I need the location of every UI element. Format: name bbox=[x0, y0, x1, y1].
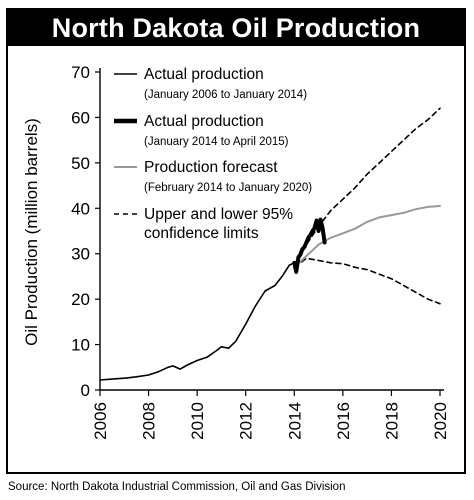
legend-label: Upper and lower 95% bbox=[144, 206, 293, 223]
x-tick-label: 2008 bbox=[140, 402, 159, 440]
y-tick-label: 60 bbox=[71, 108, 90, 127]
series-forecast bbox=[293, 205, 441, 269]
x-tick-label: 2006 bbox=[91, 402, 110, 440]
series-lower-limit bbox=[293, 257, 441, 305]
legend-sublabel: (January 2006 to January 2014) bbox=[144, 89, 307, 101]
axes: 0 10 20 30 40 50 60 70 2006 2008 2010 2012 2014 2016 2… bbox=[71, 63, 450, 440]
y-tick-label: 50 bbox=[71, 154, 90, 173]
source-note: Source: North Dakota Industrial Commissi… bbox=[8, 481, 346, 493]
x-tick-label: 2010 bbox=[188, 402, 207, 440]
y-tick-label: 20 bbox=[71, 290, 90, 309]
x-tick-label: 2014 bbox=[285, 402, 304, 440]
chart-title: North Dakota Oil Production bbox=[8, 10, 464, 46]
legend-sublabel: confidence limits bbox=[144, 225, 259, 242]
y-tick-label: 30 bbox=[71, 245, 90, 264]
y-tick-label: 40 bbox=[71, 199, 90, 218]
x-tick-label: 2016 bbox=[334, 402, 353, 440]
legend-sublabel: (February 2014 to January 2020) bbox=[144, 182, 312, 194]
legend-label: Production forecast bbox=[144, 159, 278, 176]
legend-label: Actual production bbox=[144, 66, 264, 83]
x-tick-label: 2020 bbox=[431, 402, 450, 440]
y-tick-label: 0 bbox=[81, 381, 90, 400]
series-actual-2006-2014 bbox=[99, 262, 296, 381]
series-actual-2014-2015 bbox=[292, 217, 327, 274]
series-layer bbox=[99, 107, 441, 381]
y-tick-label: 70 bbox=[71, 63, 90, 82]
legend: Actual production (January 2006 to Januar… bbox=[114, 66, 312, 242]
y-axis-label: Oil Production (million barrels) bbox=[22, 118, 41, 346]
chart-frame: North Dakota Oil Production bbox=[6, 8, 466, 474]
series-upper-limit bbox=[293, 107, 441, 269]
x-tick-label: 2018 bbox=[382, 402, 401, 440]
legend-sublabel: (January 2014 to April 2015) bbox=[144, 136, 289, 148]
legend-label: Actual production bbox=[144, 113, 264, 130]
y-tick-label: 10 bbox=[71, 336, 90, 355]
x-tick-label: 2012 bbox=[237, 402, 256, 440]
